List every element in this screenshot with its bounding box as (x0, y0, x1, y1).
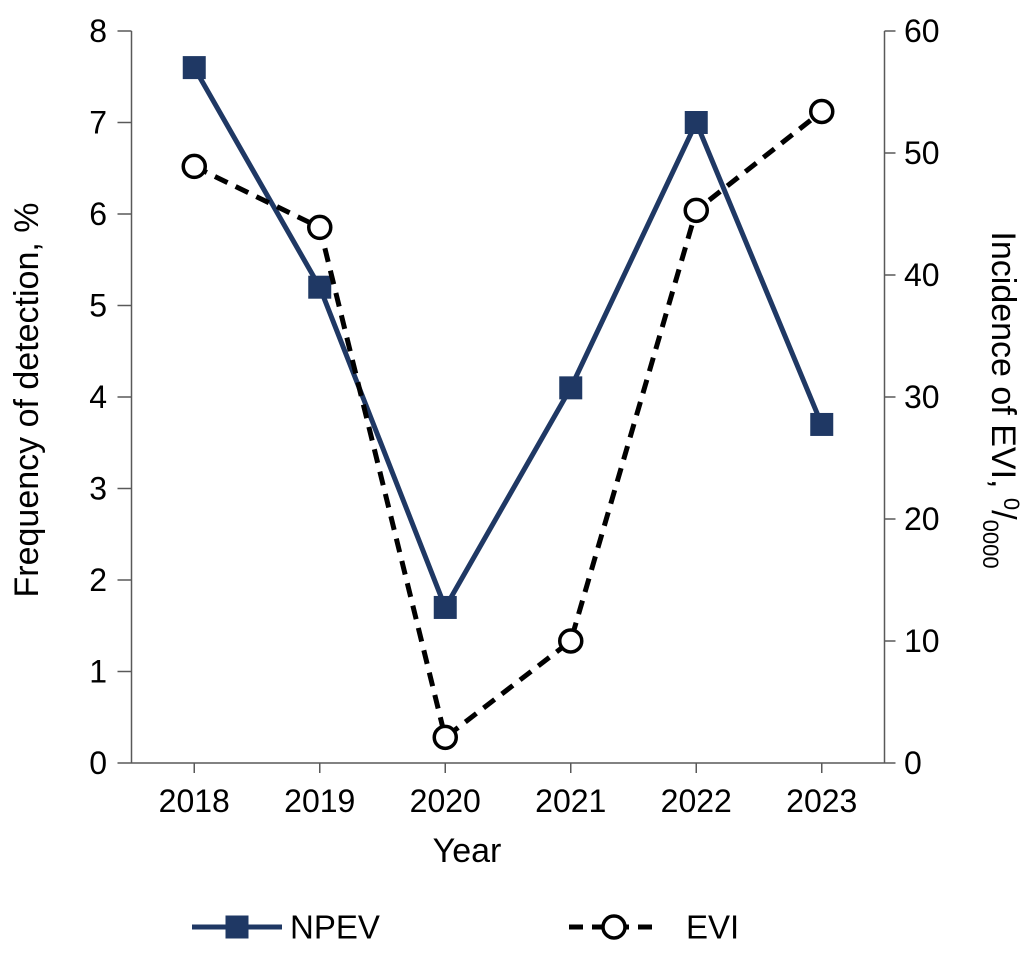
left-axis-tick-label: 6 (89, 196, 107, 232)
series-evi (181, 98, 835, 751)
x-axis-title: Year (433, 832, 502, 870)
marker-square-npev (225, 915, 249, 939)
x-axis-tick-label: 2022 (661, 783, 732, 819)
marker-square-npev (308, 275, 332, 299)
right-axis-tick-label: 60 (904, 13, 940, 49)
left-axis-tick-label: 7 (89, 105, 107, 141)
left-axis-tick-label: 8 (89, 13, 107, 49)
right-axis-tick-label: 50 (904, 135, 940, 171)
x-axis-tick-label: 2021 (535, 783, 606, 819)
x-axis-tick-label: 2020 (410, 783, 481, 819)
marker-circle-evi (558, 628, 584, 654)
right-axis-tick-label: 30 (904, 379, 940, 415)
right-axis-tick-label: 20 (904, 501, 940, 537)
right-axis-tick-label: 0 (904, 745, 922, 781)
marker-circle-evi (683, 197, 709, 224)
left-axis-tick-label: 2 (89, 562, 107, 598)
left-axis-tick-label: 5 (89, 288, 107, 324)
legend-item-evi: EVI (569, 909, 739, 946)
right-axis-tick-label: 40 (904, 257, 940, 293)
legend-item-npev: NPEV (192, 909, 380, 946)
left-axis-tick-label: 4 (89, 379, 107, 415)
right-axis-tick-label: 10 (904, 623, 940, 659)
marker-square-npev (433, 595, 457, 619)
series-group (181, 56, 835, 751)
series-line-evi (193, 109, 824, 740)
marker-circle-evi (181, 153, 207, 180)
marker-circle-evi (432, 724, 458, 751)
marker-circle-evi (809, 98, 835, 125)
x-axis-tick-label: 2018 (159, 783, 230, 819)
series-npev (182, 56, 834, 619)
series-line-npev (192, 66, 825, 610)
marker-square-npev (182, 56, 206, 80)
left-axis-tick-label: 3 (89, 471, 107, 507)
left-axis-tick-label: 1 (89, 654, 107, 690)
right-axis-title: Incidence of EVI, 0/0000 (978, 231, 1024, 568)
x-axis-tick-label: 2023 (786, 783, 857, 819)
x-axis-tick-label: 2019 (284, 783, 355, 819)
legend-label-evi: EVI (686, 909, 739, 946)
marker-circle-evi (601, 914, 627, 940)
marker-square-npev (810, 412, 834, 436)
left-axis-title: Frequency of detection, % (8, 202, 46, 597)
marker-square-npev (684, 111, 708, 134)
marker-circle-evi (307, 214, 333, 241)
legend-label-npev: NPEV (290, 909, 380, 946)
legend: NPEV EVI (192, 909, 739, 946)
marker-square-npev (559, 376, 583, 400)
axes: 0 1 2 3 4 5 6 7 8 0 10 20 30 40 50 60 2018 2019 2020 2021 20… (89, 13, 939, 819)
left-axis-tick-label: 0 (89, 745, 107, 781)
